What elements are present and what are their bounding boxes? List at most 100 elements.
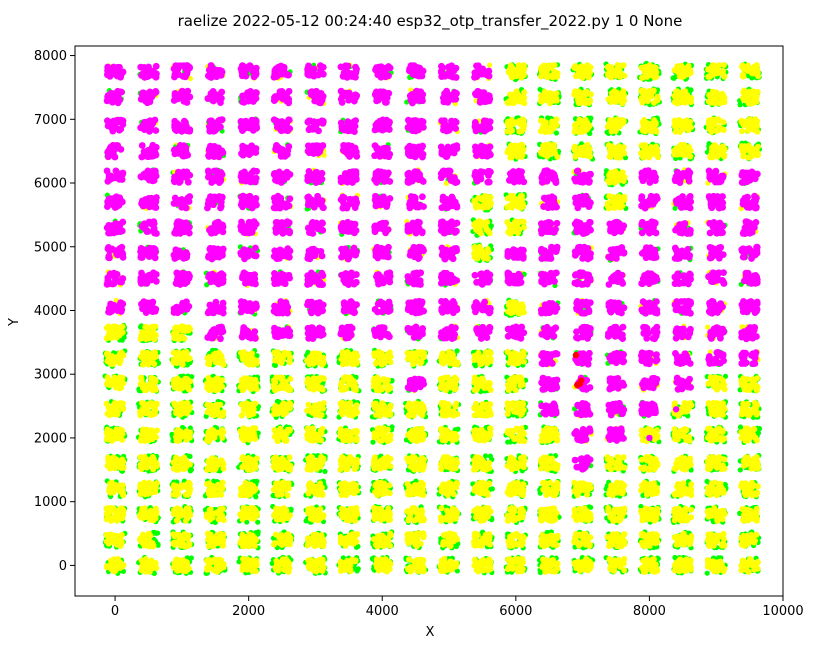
data-point [704,509,711,516]
data-point [371,506,378,513]
data-point [671,491,678,498]
data-point [407,568,414,575]
data-point [111,456,118,463]
data-point [386,559,393,566]
data-point [284,492,291,499]
data-point [621,567,628,574]
data-point [239,514,246,521]
data-point [411,466,418,473]
data-point [580,486,587,493]
data-point [118,531,125,538]
data-point [272,531,279,538]
data-point [353,566,359,572]
data-point [720,531,727,538]
data-point [714,532,721,539]
data-point [141,562,148,569]
data-point [519,463,526,470]
data-point [275,559,282,566]
data-point [420,557,427,564]
data-point [338,461,345,468]
data-point [143,464,150,471]
data-point [180,563,187,570]
data-point [547,505,554,512]
data-point [217,564,224,571]
data-point [739,540,746,547]
data-point [140,514,147,521]
data-point [318,560,325,567]
data-point [753,564,760,571]
data-point [118,489,125,496]
data-point [218,512,225,519]
data-point [471,562,478,569]
data-point [609,565,616,572]
data-point [705,557,712,564]
data-point [116,434,123,441]
data-point [286,454,293,461]
data-point [211,459,218,466]
data-point [375,558,382,565]
data-point [645,516,652,523]
data-point [371,463,378,470]
data-point [671,506,678,513]
data-point [253,562,260,569]
data-point [604,462,611,469]
data-point [753,531,760,538]
data-point [741,561,748,568]
data-point [251,510,258,517]
data-point [407,511,414,518]
data-point [480,557,487,564]
data-point [511,489,518,496]
data-point [407,564,414,571]
data-point [606,555,613,562]
data-point [353,531,360,538]
data-point [243,458,250,465]
data-point [609,536,616,543]
data-point [478,538,485,545]
data-point [339,514,346,521]
data-point [618,513,625,520]
data-point [572,562,579,569]
data-point [740,512,747,519]
data-point [309,512,316,519]
data-point [380,561,387,568]
data-point [137,463,144,470]
data-point [104,506,111,513]
data-point [337,466,344,473]
data-point [312,534,319,541]
data-point [351,558,358,565]
data-point [672,513,679,520]
data-point [547,479,554,486]
data-point [203,557,210,564]
data-point [238,539,245,546]
data-point [110,507,117,514]
data-point [444,567,451,574]
data-point [476,454,483,461]
data-point [743,532,750,539]
data-point [250,464,257,471]
data-point [645,559,652,566]
data-point [575,463,583,471]
data-point [704,570,710,576]
data-point [539,564,546,571]
data-point [519,492,526,499]
data-point [240,561,247,568]
data-point [541,508,548,515]
data-point [620,559,627,566]
data-point [380,515,387,522]
data-point [245,505,252,512]
data-point [608,490,615,497]
data-point [516,513,523,520]
data-point [171,506,178,513]
data-point [254,478,260,485]
data-point [211,430,218,437]
data-point [185,491,192,498]
data-point [444,561,451,568]
data-point [640,563,647,570]
data-point [173,492,180,499]
data-point [683,556,690,563]
data-point [582,516,589,523]
data-point [419,465,426,472]
data-point [673,567,680,574]
data-point [504,462,511,469]
